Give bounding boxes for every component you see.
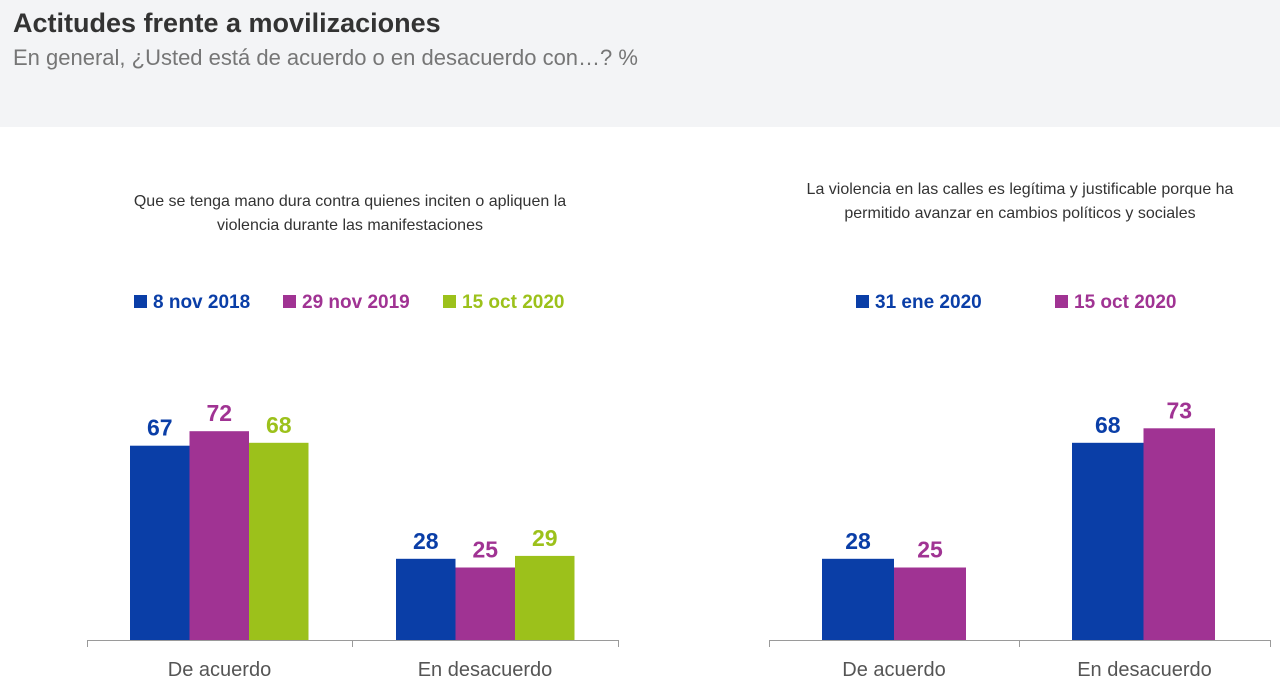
bar [249, 442, 309, 640]
legend-item: 29 nov 2019 [283, 291, 410, 315]
legend-swatch [856, 295, 869, 308]
category-label: De acuerdo [842, 659, 945, 681]
data-label: 67 [147, 415, 173, 441]
legend-swatch [1055, 295, 1068, 308]
chart-2-title: La violencia en las calles es legítima y… [806, 181, 1234, 222]
legend-label: 29 nov 2019 [302, 292, 410, 313]
bar [1072, 442, 1144, 640]
legend-swatch [134, 295, 147, 308]
legend-item: 31 ene 2020 [856, 291, 982, 315]
legend-label: 15 oct 2020 [462, 292, 565, 313]
legend-swatch [443, 295, 456, 308]
data-label: 73 [1166, 397, 1192, 423]
data-label: 25 [472, 537, 498, 563]
legend-label: 8 nov 2018 [153, 292, 251, 313]
bar [822, 558, 894, 640]
bar [189, 431, 249, 640]
bar [1143, 428, 1215, 640]
page-subtitle: En general, ¿Usted está de acuerdo o en … [13, 45, 638, 70]
data-label: 28 [413, 528, 439, 554]
bar [894, 567, 966, 640]
legend-item: 15 oct 2020 [1055, 291, 1176, 315]
data-label: 68 [266, 412, 292, 438]
chart-1-title: Que se tenga mano dura contra quienes in… [133, 193, 567, 234]
bar [130, 445, 190, 640]
legend-item: 15 oct 2020 [443, 291, 564, 315]
page-title: Actitudes frente a movilizaciones [13, 8, 441, 38]
category-label: En desacuerdo [1077, 659, 1212, 681]
category-label: De acuerdo [168, 659, 271, 681]
data-label: 68 [1095, 412, 1121, 438]
bar [515, 555, 575, 640]
data-label: 29 [532, 525, 558, 551]
chart-2-legend: 31 ene 2020 15 oct 2020 [0, 291, 1280, 315]
data-label: 72 [206, 400, 232, 426]
data-label: 28 [845, 528, 871, 554]
data-label: 25 [917, 537, 943, 563]
legend-swatch [283, 295, 296, 308]
header-band [0, 0, 1280, 127]
legend-item: 8 nov 2018 [134, 291, 250, 315]
bar [455, 567, 515, 640]
chart-1-legend: 8 nov 2018 29 nov 2019 15 oct 2020 [0, 291, 640, 315]
bar [396, 558, 456, 640]
legend-label: 31 ene 2020 [875, 292, 982, 313]
category-label: En desacuerdo [418, 659, 553, 681]
legend-label: 15 oct 2020 [1074, 292, 1177, 313]
